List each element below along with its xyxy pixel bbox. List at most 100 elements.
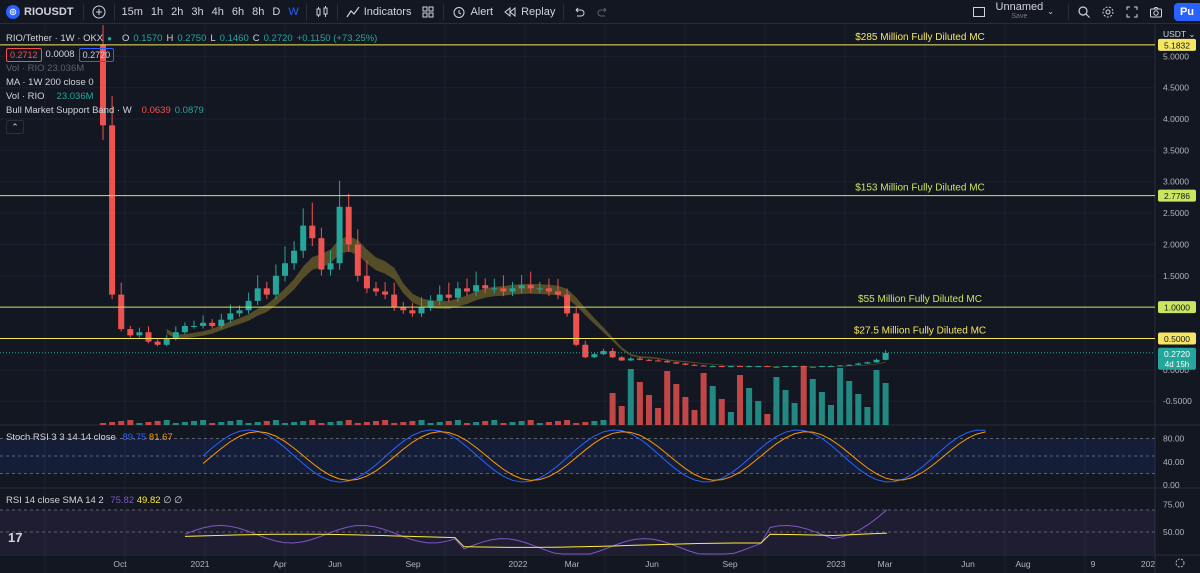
candle-body [691, 364, 698, 366]
sell-price-button[interactable]: 0.2712 [6, 48, 42, 62]
level-label[interactable]: $27.5 Million Fully Diluted MC [854, 325, 986, 336]
vol-hidden-row[interactable]: Vol · RIO 23.036M [6, 62, 377, 76]
vol-row[interactable]: Vol · RIO 23.036M [6, 90, 377, 104]
divider [443, 3, 445, 20]
bmsb-row[interactable]: Bull Market Support Band · W 0.0639 0.08… [6, 104, 377, 118]
level-price-tag[interactable]: 0.5000 [1158, 332, 1196, 345]
axis-settings-gear-icon[interactable] [1175, 558, 1185, 568]
search-button[interactable] [1072, 0, 1096, 24]
candle-body [846, 364, 853, 366]
alert-button[interactable]: Alert [447, 0, 498, 24]
time-tick: Jun [328, 559, 342, 569]
time-tick: 2023 [827, 559, 846, 569]
level-label[interactable]: $153 Million Fully Diluted MC [855, 183, 985, 194]
replay-button[interactable]: Replay [498, 0, 560, 24]
price-axis[interactable]: USDT ⌄ 5.0000 4.5000 4.0000 3.5000 3.0000 2.50… [0, 25, 1200, 573]
interval-15m-button[interactable]: 15m [121, 5, 143, 18]
collapse-legend-button[interactable]: ⌃ [6, 120, 24, 134]
volume-bar [518, 421, 525, 425]
interval-d-button[interactable]: D [272, 5, 281, 18]
layout-toggle-button[interactable] [967, 0, 991, 24]
snapshot-button[interactable] [1144, 0, 1168, 24]
symbol-title[interactable]: RIO/Tether · 1W · OKX [6, 33, 104, 44]
volume-bar [864, 407, 871, 425]
chart-canvas[interactable]: $285 Million Fully Diluted MC 5.1832 $153 … [0, 19, 1200, 573]
volume-bar [245, 423, 252, 425]
candle-body [673, 362, 680, 364]
interval-4h-button[interactable]: 4h [211, 5, 224, 18]
buy-price-button[interactable]: 0.2720 [78, 48, 115, 62]
stoch-d-value: 81.67 [148, 432, 173, 443]
compare-add-button[interactable] [87, 0, 111, 24]
time-tick: 9 [1091, 559, 1096, 569]
candle-body [409, 310, 416, 314]
time-tick: Jun [645, 559, 659, 569]
interval-3h-button[interactable]: 3h [191, 5, 204, 18]
candle-body [291, 250, 298, 264]
ohlc-h-label: H [166, 33, 174, 44]
time-tick: Apr [273, 559, 286, 569]
interval-2h-button[interactable]: 2h [171, 5, 184, 18]
volume-bar [646, 395, 652, 425]
candle-body [318, 238, 325, 270]
volume-bar [718, 399, 725, 425]
level-label[interactable]: $285 Million Fully Diluted MC [855, 32, 985, 43]
candle-body [755, 366, 762, 368]
currency-label[interactable]: USDT ⌄ [1163, 29, 1195, 39]
candle-body [746, 366, 753, 368]
ma-row[interactable]: MA · 1W 200 close 0 [6, 76, 377, 90]
templates-button[interactable] [416, 0, 440, 24]
interval-1h-button[interactable]: 1h [150, 5, 164, 18]
candle-body [218, 319, 225, 326]
level-label[interactable]: $55 Million Fully Diluted MC [858, 294, 982, 305]
interval-w-button[interactable]: W [288, 5, 299, 18]
time-axis[interactable]: Oct 2021 Apr Jun Sep 2022 Mar Jun Sep 2023 Mar Jun A… [0, 554, 1200, 569]
divider [113, 3, 115, 20]
chart-type-button[interactable] [310, 0, 334, 24]
volume-bar [746, 388, 753, 425]
volume-bar [491, 420, 498, 425]
candle-body [327, 263, 334, 270]
volume-bar [536, 423, 543, 425]
level-price-tag[interactable]: 2.7786 [1158, 189, 1196, 202]
symbol-search-button[interactable]: ◎ RIOUSDT [0, 0, 80, 24]
volume-bar [655, 408, 662, 425]
price-tick: 1.5000 [1163, 271, 1189, 281]
bar-countdown: 4d 15h [1165, 360, 1189, 369]
candle-body [482, 285, 489, 289]
candle-body [609, 351, 616, 358]
volume-bar [345, 420, 352, 425]
chevron-down-icon: ⌄ [1047, 7, 1054, 16]
rsi-legend[interactable]: RSI 14 close SMA 14 2 75.82 49.82 ∅ ∅ [6, 495, 182, 506]
redo-button[interactable] [591, 0, 615, 24]
candles-icon [316, 5, 328, 17]
candle-body [646, 359, 652, 361]
settings-button[interactable] [1096, 0, 1120, 24]
market-open-icon: ● [107, 34, 112, 43]
volume-bar [837, 368, 844, 425]
indicators-button[interactable]: Indicators [341, 0, 417, 24]
volume-bar [873, 370, 880, 425]
layout-name-button[interactable]: Unnamed Save ⌄ [991, 0, 1059, 24]
ohlc-low: 0.1460 [219, 33, 249, 44]
publish-button[interactable]: Pu [1173, 3, 1200, 21]
stoch-rsi-legend[interactable]: Stoch RSI 3 3 14 14 close 89.75 81.67 [6, 432, 173, 443]
volume-bar [773, 377, 780, 425]
volume-bar [500, 423, 507, 425]
candle-body [718, 366, 725, 368]
layout-status: Save [1011, 13, 1028, 20]
interval-8h-button[interactable]: 8h [252, 5, 265, 18]
bull-market-support-band [166, 236, 886, 367]
level-price-tag[interactable]: 1.0000 [1158, 301, 1196, 314]
tradingview-logo[interactable]: 17 [8, 530, 23, 545]
fullscreen-button[interactable] [1120, 0, 1144, 24]
grid-icon [422, 6, 434, 17]
chart-area[interactable]: $285 Million Fully Diluted MC 5.1832 $153 … [0, 19, 1200, 573]
volume-bar [363, 422, 370, 425]
level-price-tag[interactable]: 5.1832 [1158, 38, 1196, 51]
undo-button[interactable] [567, 0, 591, 24]
interval-6h-button[interactable]: 6h [231, 5, 245, 18]
candle-body [154, 341, 161, 345]
bmsb-value-2: 0.0879 [174, 105, 204, 116]
volume-bar [218, 422, 225, 425]
